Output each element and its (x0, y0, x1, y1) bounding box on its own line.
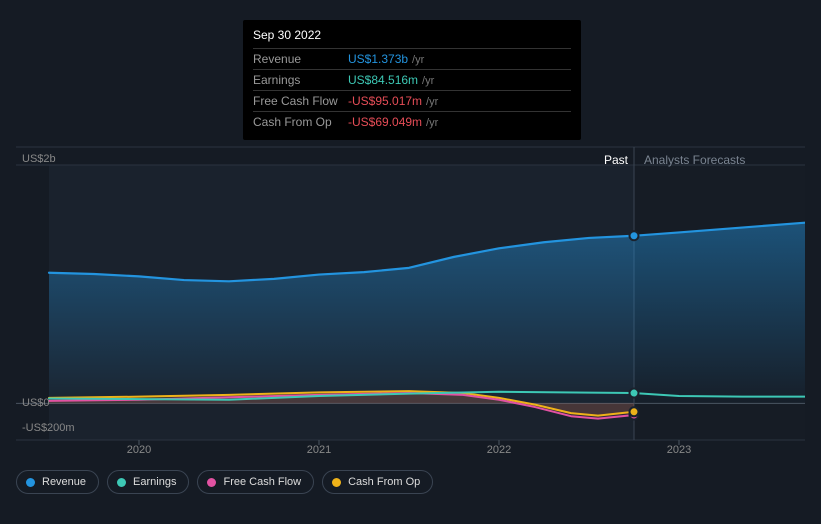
tooltip-metric-label: Cash From Op (253, 115, 348, 129)
y-axis-label: US$0 (22, 397, 50, 409)
tooltip-suffix: /yr (412, 54, 424, 66)
tooltip-metric-value: -US$95.017m (348, 94, 422, 108)
y-axis-label: -US$200m (22, 422, 75, 434)
legend-label: Earnings (133, 476, 176, 488)
legend-label: Free Cash Flow (223, 476, 301, 488)
legend-dot-icon (332, 478, 341, 487)
legend-item-fcf[interactable]: Free Cash Flow (197, 470, 314, 494)
tooltip-suffix: /yr (426, 117, 438, 129)
x-axis-label: 2023 (667, 444, 691, 456)
tooltip-metric-value: -US$69.049m (348, 115, 422, 129)
tooltip-row: RevenueUS$1.373b/yr (253, 48, 571, 69)
section-label-past: Past (604, 153, 628, 167)
tooltip-metric-value: US$84.516m (348, 73, 418, 87)
legend-item-earnings[interactable]: Earnings (107, 470, 189, 494)
tooltip-date: Sep 30 2022 (253, 28, 571, 48)
tooltip-row: EarningsUS$84.516m/yr (253, 69, 571, 90)
chart-legend: Revenue Earnings Free Cash Flow Cash From O… (16, 470, 433, 494)
x-axis-label: 2020 (127, 444, 151, 456)
tooltip-metric-label: Earnings (253, 73, 348, 87)
tooltip-suffix: /yr (426, 96, 438, 108)
financial-chart[interactable]: US$2b US$0 -US$200m Past Analysts Foreca… (16, 120, 805, 504)
tooltip-metric-label: Free Cash Flow (253, 94, 348, 108)
legend-label: Cash From Op (348, 476, 420, 488)
tooltip-row: Free Cash Flow-US$95.017m/yr (253, 90, 571, 111)
legend-item-revenue[interactable]: Revenue (16, 470, 99, 494)
x-axis-label: 2021 (307, 444, 331, 456)
tooltip-metric-value: US$1.373b (348, 52, 408, 66)
tooltip-metric-label: Revenue (253, 52, 348, 66)
legend-label: Revenue (42, 476, 86, 488)
legend-dot-icon (26, 478, 35, 487)
section-label-future: Analysts Forecasts (644, 153, 745, 167)
legend-item-cfo[interactable]: Cash From Op (322, 470, 433, 494)
y-axis-label: US$2b (22, 153, 56, 165)
chart-tooltip: Sep 30 2022 RevenueUS$1.373b/yrEarningsU… (243, 20, 581, 140)
legend-dot-icon (207, 478, 216, 487)
tooltip-row: Cash From Op-US$69.049m/yr (253, 111, 571, 132)
tooltip-suffix: /yr (422, 75, 434, 87)
legend-dot-icon (117, 478, 126, 487)
x-axis-label: 2022 (487, 444, 511, 456)
